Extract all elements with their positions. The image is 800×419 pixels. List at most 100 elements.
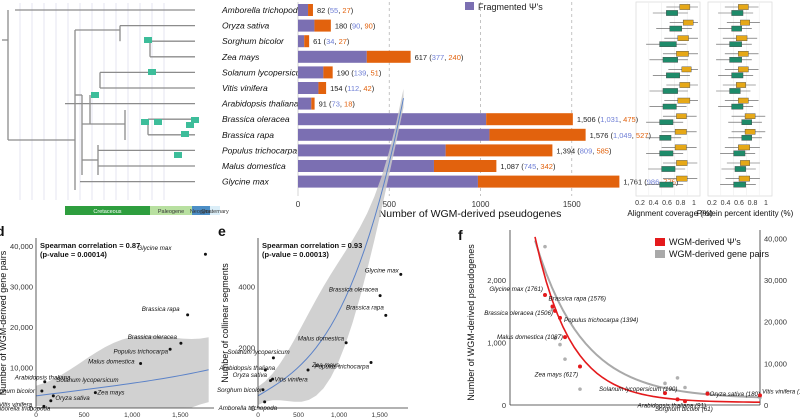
boxplot-box: [740, 19, 750, 26]
y-tick: 4000: [238, 283, 255, 292]
timescale-segment: [192, 206, 210, 215]
bar-total-label: 1,506 (1,031, 475): [577, 115, 639, 124]
boxplot-box: [669, 25, 683, 32]
legend-label-grey: WGM-derived gene pairs: [669, 249, 770, 259]
bar-total-value: 190 (: [337, 68, 355, 77]
bar-fragmented-count: 34: [326, 37, 334, 46]
species-label: Vitis vinifera: [222, 83, 268, 93]
boxplot-box: [676, 175, 688, 182]
point-label: Solanum lycopersicum: [227, 349, 289, 356]
boxplot-box: [659, 119, 674, 125]
bar-total-label: 190 (139, 51): [337, 68, 382, 77]
boxplot-box: [659, 134, 672, 141]
legend-swatch-red: [655, 238, 665, 246]
x-tick: 0: [256, 412, 260, 419]
point-label: Zea mays: [311, 362, 339, 369]
fit-line: [35, 369, 209, 397]
point-label: Brassica oleracea: [329, 287, 379, 294]
legend-swatch-grey: [655, 250, 665, 258]
bar-count-separator: ,: [340, 100, 344, 109]
legend-swatch-fragmented: [465, 2, 474, 10]
point-label: Oryza sativa: [233, 372, 268, 379]
x-tick: 0: [34, 412, 38, 419]
bar-fragmented-count: 1,049: [613, 131, 632, 140]
bar-count-separator: ,: [360, 22, 364, 31]
bar-count-separator: ,: [366, 68, 370, 77]
bar-total-label: 1,576 (1,049, 527): [590, 131, 652, 140]
species-label: Brassica rapa: [222, 130, 274, 140]
coverage-x-tick: 1: [692, 200, 696, 207]
bar-total-label: 91 (73, 18): [319, 100, 356, 109]
boxplot-box: [676, 160, 688, 166]
psi-point: [550, 304, 555, 309]
bar-total-value: 91 (: [319, 100, 332, 109]
timescale-segment: [210, 206, 220, 215]
bar-total-label: 154 (112, 42): [330, 84, 375, 93]
bar-wgm-count: 27: [342, 6, 350, 15]
y-tick: 20,000: [10, 323, 33, 332]
bar-count-close: ): [676, 178, 679, 187]
boxplot-box: [733, 181, 746, 188]
y-tick: 0: [251, 404, 255, 413]
boxplot-box: [661, 166, 676, 172]
psi-point: [558, 315, 562, 320]
bar-wgm-count: 18: [344, 100, 352, 109]
y-tick-left: 0: [502, 401, 506, 410]
bar-wgm: [433, 160, 497, 172]
wgm-event-marker: [174, 152, 182, 158]
boxplot-box: [738, 144, 750, 151]
species-label: Sorghum bicolor: [222, 36, 285, 46]
bar-fragmented-count: 112: [347, 84, 359, 93]
bar-total-label: 82 (55, 27): [317, 6, 354, 15]
x-tick: 1,500: [371, 412, 388, 419]
legend-label-red: WGM-derived Ψ's: [669, 237, 741, 247]
identity-x-tick: 0.8: [748, 200, 758, 207]
data-point: [261, 388, 265, 392]
spearman-label: Spearman correlation = 0.87: [40, 241, 140, 250]
bar-count-separator: ,: [334, 37, 338, 46]
boxplot-box: [677, 97, 691, 104]
boxplot-box: [676, 113, 687, 119]
psi-point-label: Brassica oleracea (1506): [484, 310, 553, 317]
x-tick: 1,000: [331, 412, 348, 419]
panel-letter: e: [218, 223, 226, 239]
boxplot-box: [679, 4, 691, 10]
bar-count-close: ): [351, 6, 354, 15]
psi-point-label: Zea mays (617): [534, 371, 578, 378]
bar-total-value: 1,394 (: [556, 146, 580, 155]
x-tick: 500: [293, 412, 304, 419]
bar-wgm: [477, 175, 620, 188]
boxplot-box: [740, 160, 750, 166]
boxplot-box: [731, 72, 744, 79]
bar-count-close: ): [636, 115, 639, 124]
bar-count-close: ): [461, 53, 464, 62]
boxplot-box: [666, 10, 678, 16]
bar-fragmented-count: 809: [580, 146, 593, 155]
identity-x-tick: 0.4: [721, 200, 731, 207]
bar-wgm: [308, 4, 313, 16]
species-label: Brassica oleracea: [222, 114, 290, 124]
point-label: Brassica rapa: [346, 304, 384, 311]
psi-point: [675, 397, 680, 402]
psi-point-label: Sorghum bicolor (61): [655, 406, 713, 413]
bar-x-tick: 1000: [472, 200, 490, 209]
psi-point-label: Oryza sativa (180): [710, 391, 761, 398]
point-label: Vitis vinifera: [274, 377, 308, 384]
bar-count-close: ): [609, 146, 612, 155]
wgm-event-marker: [154, 119, 162, 125]
bar-count-close: ): [352, 100, 355, 109]
bar-fragmented: [298, 113, 487, 126]
bar-fragmented: [298, 82, 319, 94]
x-tick: 500: [79, 412, 90, 419]
wgm-event-marker: [186, 122, 194, 128]
psi-point: [553, 308, 557, 313]
point-label: Populus trichocarpa: [113, 348, 168, 355]
boxplot-box: [741, 134, 752, 141]
point-label: Brassica rapa: [142, 306, 180, 313]
timescale-label: Cretaceous: [93, 209, 121, 215]
gene-pair-point: [543, 244, 547, 249]
bar-total-value: 180 (: [335, 22, 353, 31]
wgm-event-marker: [148, 69, 156, 75]
bar-count-close: ): [379, 68, 382, 77]
